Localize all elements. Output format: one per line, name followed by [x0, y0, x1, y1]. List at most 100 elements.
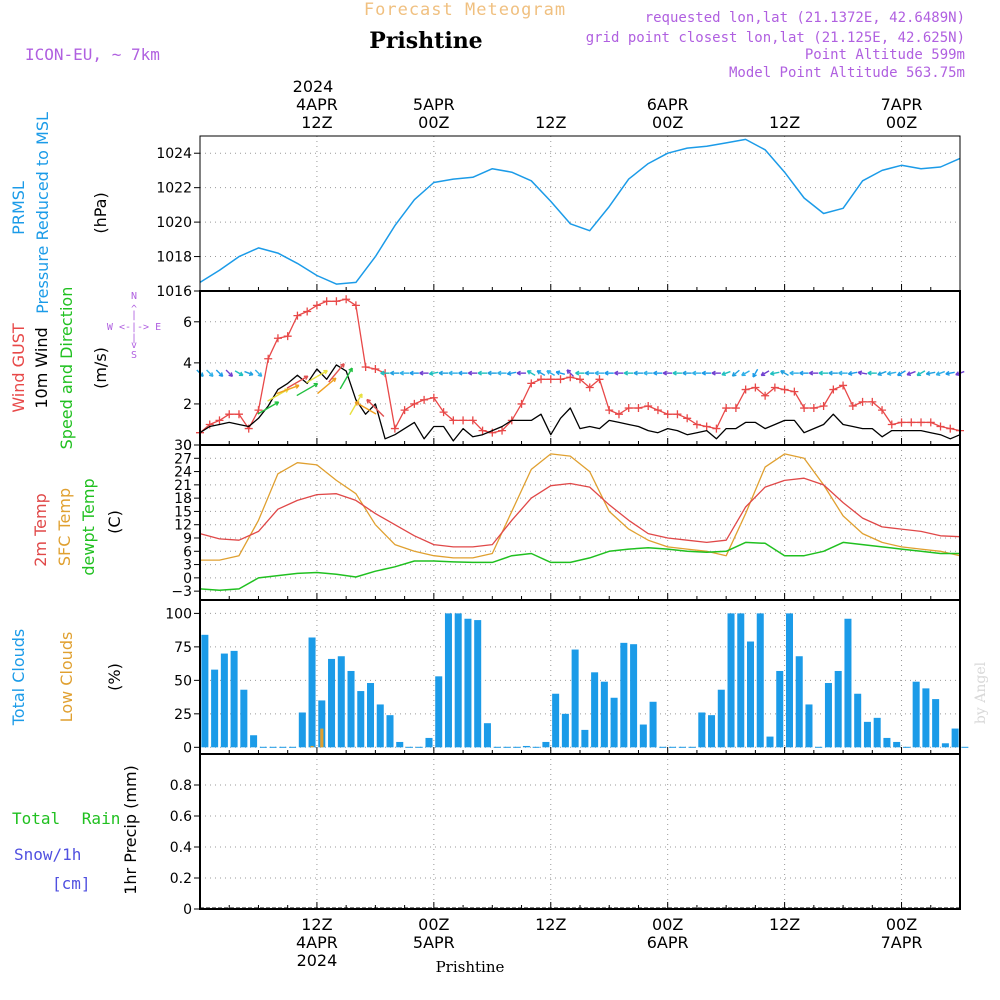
gust-marker [283, 332, 292, 341]
gust-marker [868, 397, 877, 406]
top-date-label: 7APR [881, 95, 923, 114]
cloud-bar [318, 700, 326, 748]
wind-arrow-head [487, 370, 492, 376]
gust-marker [254, 406, 263, 415]
cloud-bar [357, 691, 365, 748]
gust-marker [790, 387, 799, 396]
cloud-bar [298, 712, 306, 748]
wind-arrow-head [935, 371, 941, 376]
cloud-bar [756, 613, 764, 748]
requested-coords: requested lon,lat (21.1372E, 42.6489N) [645, 10, 965, 26]
wind-arrow [916, 370, 926, 376]
gust-marker [264, 354, 273, 363]
compass-arrow-up: ^ [131, 304, 137, 315]
clouds-ytick-label: 25 [174, 707, 192, 723]
cloud-bar [873, 717, 881, 748]
pressure-ytick-label: 1016 [156, 284, 192, 300]
wind-arrow-head [428, 370, 434, 376]
gust-marker [332, 297, 341, 306]
cloud-bar [328, 658, 336, 748]
gust-marker [800, 404, 809, 413]
wind-arrow [244, 370, 254, 376]
temp-2m-label: 2m Temp [31, 493, 50, 567]
gust-marker [936, 422, 945, 431]
wind-arrow-head [770, 370, 775, 376]
wind-arrow-head [228, 372, 234, 377]
temp-ytick-label: 9 [183, 531, 192, 547]
top-hour-label: 00Z [886, 113, 917, 132]
compass-arrow-up: | [131, 310, 137, 321]
wind-arrow-head [604, 370, 609, 376]
wind-arrow-head [643, 370, 648, 376]
gust-marker [926, 418, 935, 427]
gust-marker [303, 307, 312, 316]
cloud-bar [386, 715, 394, 748]
wind-arrow-head [358, 393, 363, 398]
wind-arrow [906, 370, 916, 376]
wind-ytick-label: 0 [183, 438, 192, 454]
cloud-bar [854, 693, 862, 748]
wind-arrow [328, 363, 345, 383]
gust-marker [420, 395, 429, 404]
temp-ytick-label: 3 [183, 558, 192, 574]
gust-marker [614, 410, 623, 419]
compass-we: W <-|-> E [107, 322, 161, 333]
temp-ytick-label: 0 [183, 571, 192, 587]
gust-marker [429, 393, 438, 402]
wind-arrow-head [682, 370, 687, 376]
top-hour-label: 00Z [652, 113, 683, 132]
wind-arrow-head [366, 398, 371, 404]
wind-arrow [215, 369, 224, 377]
cloud-bar [776, 670, 784, 748]
wind-arrow-head [419, 370, 424, 376]
gust-marker [819, 401, 828, 410]
cloud-bar [308, 637, 316, 748]
wind-arrow-head [886, 370, 892, 376]
wind-arrow-head [925, 370, 931, 376]
temp-frame [199, 444, 961, 601]
snow-label: Snow/1h [14, 845, 81, 864]
wind-arrow-head [653, 370, 658, 376]
wind-arrow-head [566, 369, 572, 374]
wind-arrow-head [633, 370, 638, 376]
wind-arrow-head [238, 371, 244, 377]
wind-arrow-head [818, 370, 823, 376]
wind-arrow-head [555, 370, 561, 376]
gust-marker [225, 410, 234, 419]
wind-arrow-head [897, 371, 902, 377]
gust-marker [917, 418, 926, 427]
wind-arrow-head [916, 371, 922, 377]
gust-marker [215, 416, 224, 425]
pressure-ytick-label: 1024 [156, 146, 192, 162]
gust-marker [673, 410, 682, 419]
precip-frame [199, 753, 961, 910]
wind-ytick-label: 4 [183, 356, 192, 372]
gust-marker [556, 375, 565, 384]
cloud-bar [474, 620, 482, 748]
wind-arrow [741, 370, 750, 376]
gust-marker [410, 399, 419, 408]
footer-location: Prishtine [436, 958, 505, 976]
wind-arrow-head [208, 372, 214, 377]
gust-marker [585, 383, 594, 392]
precip-ytick-label: 0.4 [170, 840, 192, 856]
compass-arrow-down: v [131, 340, 137, 351]
wind-arrow [339, 367, 353, 390]
wind-arrow [429, 371, 439, 375]
precip-ytick-label: 0.2 [170, 871, 192, 887]
gust-marker [293, 311, 302, 320]
top-hour-label: 00Z [418, 113, 449, 132]
wind-arrow-head [546, 370, 551, 375]
cloud-bar [367, 683, 375, 748]
wind-arrow-head [257, 372, 263, 377]
gust-marker [878, 406, 887, 415]
gust-marker [605, 406, 614, 415]
gust-marker [498, 426, 507, 435]
cloud-bar [581, 729, 589, 748]
gust-marker [946, 424, 955, 433]
top-date-label: 6APR [647, 95, 689, 114]
point-altitude: Point Altitude 599m [805, 47, 965, 63]
location-title: Prishtine [369, 28, 482, 54]
wind-arrow-head [594, 370, 599, 376]
pressure-frame [199, 135, 961, 292]
